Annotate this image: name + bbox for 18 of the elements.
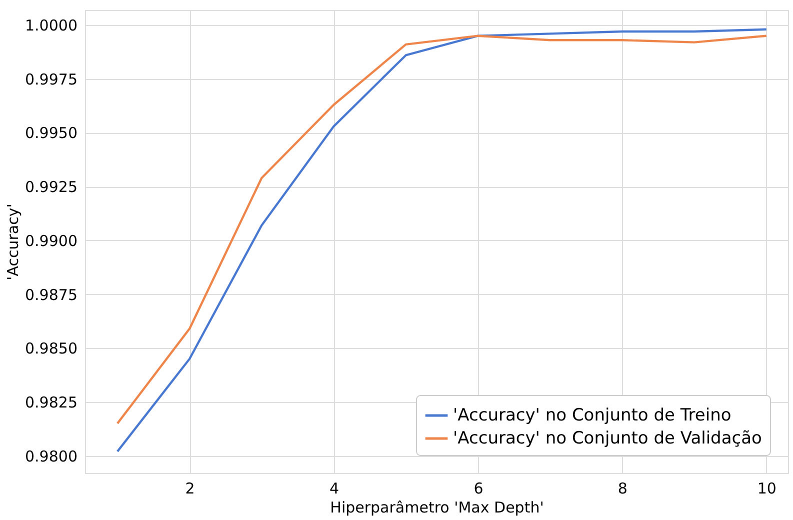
y-tick-label: 0.9950 bbox=[25, 124, 78, 142]
y-tick-label: 0.9825 bbox=[25, 393, 78, 412]
y-axis-title: 'Accuracy' bbox=[4, 204, 22, 280]
y-tick-label: 1.0000 bbox=[25, 16, 78, 35]
x-axis-title: Hiperparâmetro 'Max Depth' bbox=[330, 498, 544, 516]
x-tick-label: 8 bbox=[618, 480, 628, 498]
y-tick-label: 0.9925 bbox=[25, 178, 78, 196]
y-tick-label: 0.9800 bbox=[25, 447, 78, 466]
x-tick-label: 2 bbox=[185, 480, 195, 498]
legend-label: 'Accuracy' no Conjunto de Treino bbox=[453, 406, 732, 426]
legend-label: 'Accuracy' no Conjunto de Validação bbox=[453, 428, 762, 448]
y-tick-label: 0.9875 bbox=[25, 286, 78, 304]
y-tick-label: 0.9975 bbox=[25, 70, 78, 88]
y-tick-label: 0.9850 bbox=[25, 340, 78, 358]
y-tick-label: 0.9900 bbox=[25, 232, 78, 250]
x-tick-label: 6 bbox=[474, 480, 484, 498]
x-tick-label: 4 bbox=[329, 480, 340, 498]
x-tick-label: 10 bbox=[757, 480, 776, 498]
